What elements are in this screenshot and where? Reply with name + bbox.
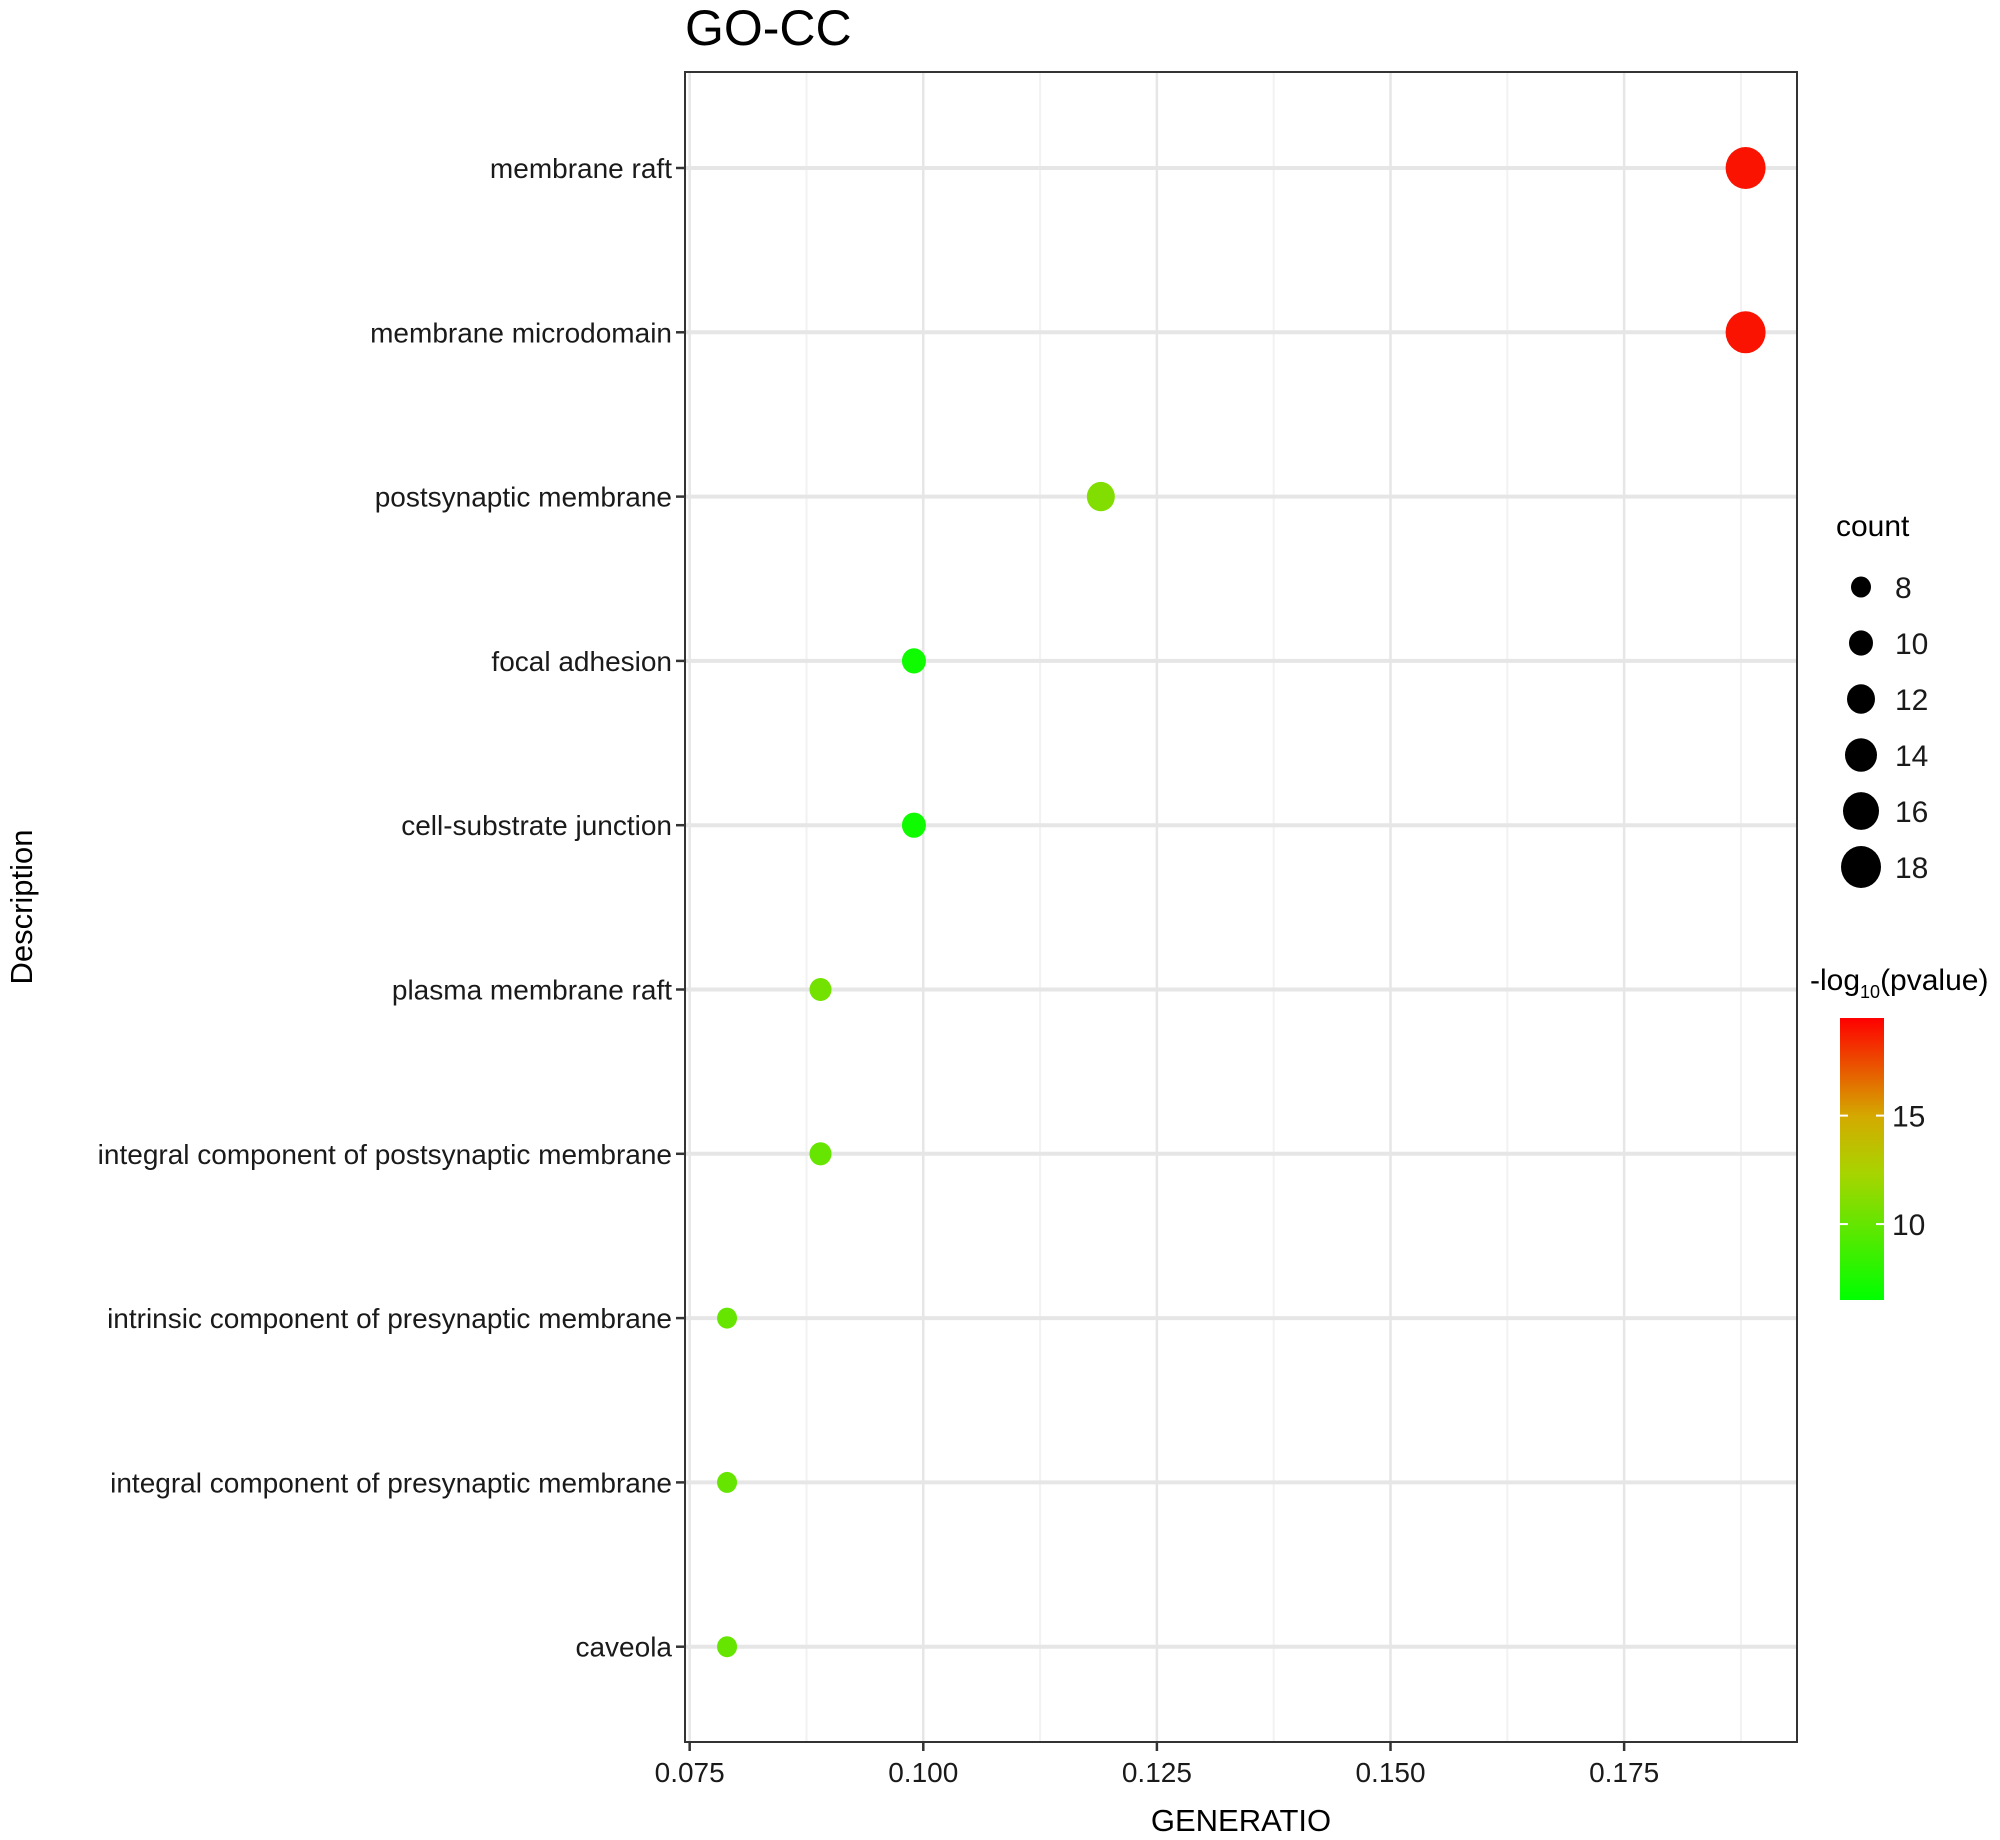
x-tick-label: 0.100 <box>888 1757 958 1788</box>
chart-title: GO-CC <box>685 0 852 56</box>
point-postsynaptic-membrane <box>1086 481 1115 512</box>
x-axis: 0.075 0.100 0.125 0.150 0.175 <box>655 1742 1659 1788</box>
color-legend: -log10(pvalue) 10 15 <box>1810 964 1988 1300</box>
y-tick-label: membrane raft <box>490 153 672 184</box>
size-legend-dot <box>1841 846 1881 888</box>
size-legend-dot <box>1851 576 1871 598</box>
y-tick-label: intrinsic component of presynaptic membr… <box>107 1303 672 1334</box>
size-legend-label: 10 <box>1895 628 1928 661</box>
x-tick-label: 0.175 <box>1589 1757 1659 1788</box>
grid-lines <box>685 72 1797 1742</box>
y-tick-label: plasma membrane raft <box>392 975 672 1006</box>
size-legend-label: 14 <box>1895 740 1928 773</box>
point-plasma-membrane-raft <box>809 977 832 1002</box>
size-legend-title: count <box>1836 510 1910 543</box>
y-tick-label: integral component of presynaptic membra… <box>110 1467 672 1498</box>
point-membrane-raft <box>1725 147 1766 189</box>
point-cell-substrate-junction <box>901 812 926 838</box>
y-tick-label: membrane microdomain <box>370 317 672 348</box>
color-legend-title: -log10(pvalue) <box>1810 964 1988 1002</box>
size-legend-dot <box>1847 684 1875 714</box>
size-legend: count 8 10 12 14 16 18 <box>1836 510 1928 888</box>
y-axis-label: Description <box>4 829 39 984</box>
color-legend-label: 15 <box>1892 1101 1925 1134</box>
size-legend-dot <box>1849 630 1873 656</box>
y-axis: membrane raft membrane microdomain postsyn… <box>98 153 685 1663</box>
x-axis-label: GENERATIO <box>1151 1803 1331 1838</box>
y-tick-label: focal adhesion <box>491 646 672 677</box>
point-integral-component-of-postsynaptic-membrane <box>809 1142 832 1166</box>
x-tick-label: 0.125 <box>1122 1757 1192 1788</box>
color-legend-label: 10 <box>1892 1209 1925 1242</box>
size-legend-label: 18 <box>1895 852 1928 885</box>
point-intrinsic-component-of-presynaptic-membrane <box>717 1307 738 1329</box>
y-tick-label: caveola <box>575 1632 672 1663</box>
color-legend-bar <box>1840 1018 1884 1300</box>
point-membrane-microdomain <box>1725 311 1766 354</box>
point-caveola <box>717 1636 738 1658</box>
size-legend-label: 12 <box>1895 684 1928 717</box>
y-tick-label: cell-substrate junction <box>401 810 672 841</box>
y-tick-label: postsynaptic membrane <box>375 482 672 513</box>
point-focal-adhesion <box>901 648 926 674</box>
plot-panel-border <box>684 71 1798 1743</box>
data-points <box>717 147 1766 1658</box>
size-legend-dot <box>1843 792 1879 830</box>
x-tick-label: 0.075 <box>655 1757 725 1788</box>
y-tick-label: integral component of postsynaptic membr… <box>98 1139 672 1170</box>
size-legend-label: 16 <box>1895 796 1928 829</box>
point-integral-component-of-presynaptic-membrane <box>717 1471 738 1493</box>
x-tick-label: 0.150 <box>1355 1757 1425 1788</box>
size-legend-label: 8 <box>1895 572 1912 605</box>
size-legend-dot <box>1845 738 1877 772</box>
